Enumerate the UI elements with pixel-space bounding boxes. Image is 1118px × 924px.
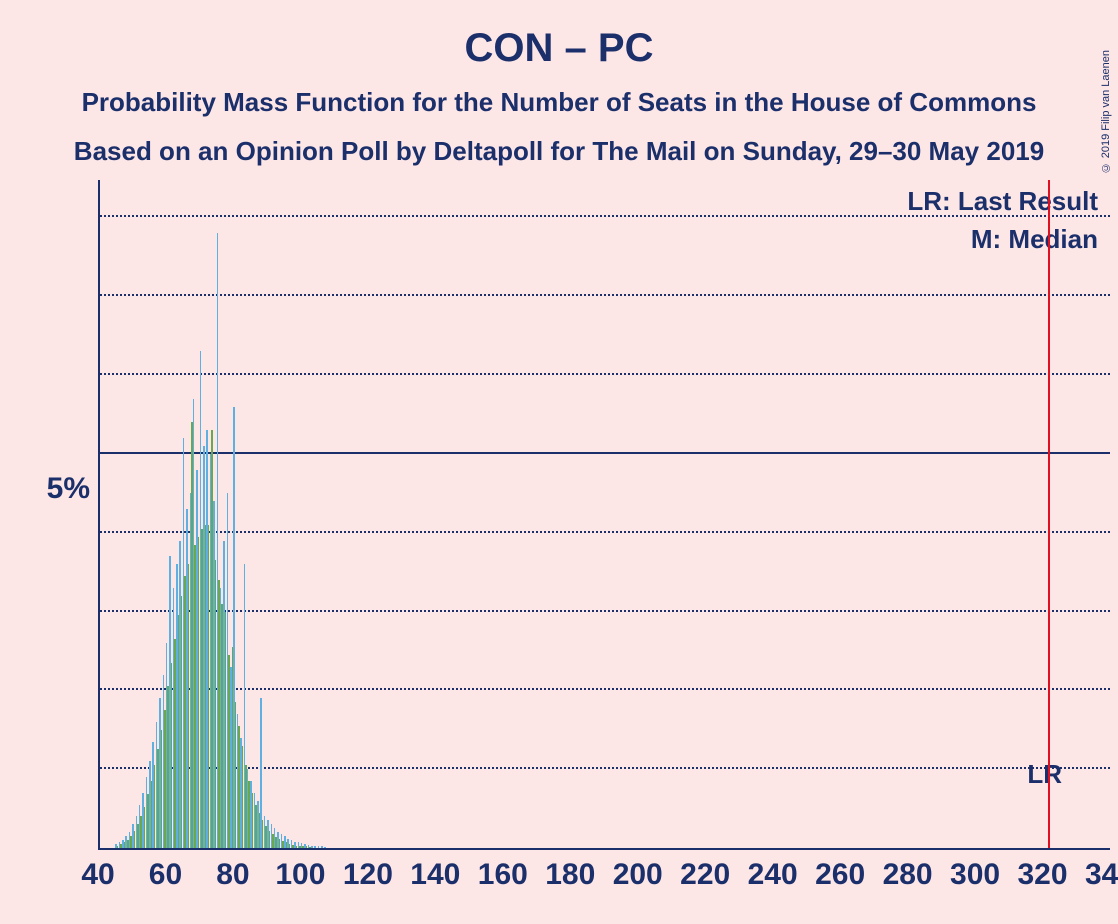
bar-secondary [144, 807, 146, 848]
bar-secondary [255, 805, 257, 848]
bar-secondary [208, 525, 210, 848]
bar-secondary [127, 840, 129, 848]
bar-secondary [164, 710, 166, 848]
bar-secondary [178, 615, 180, 848]
bar-secondary [262, 820, 264, 848]
bar-secondary [248, 781, 250, 848]
bar-secondary [167, 686, 169, 848]
x-tick-label: 60 [149, 858, 182, 892]
bar-secondary [117, 846, 119, 848]
bar-secondary [221, 604, 223, 848]
bar-secondary [299, 846, 301, 848]
bar-secondary [181, 596, 183, 848]
bar-secondary [238, 726, 240, 848]
x-axis-ticks: 4060801001201401601802002202402602803003… [98, 858, 1110, 898]
x-tick-label: 280 [883, 858, 933, 892]
bar-secondary [191, 422, 193, 848]
bar-secondary [120, 844, 122, 848]
bar-secondary [211, 430, 213, 848]
bar-secondary [275, 837, 277, 848]
bar-secondary [154, 765, 156, 848]
bar-secondary [302, 846, 304, 848]
bar-secondary [218, 580, 220, 848]
bar-secondary [147, 794, 149, 848]
chart-subtitle-2: Based on an Opinion Poll by Deltapoll fo… [0, 136, 1118, 167]
x-tick-label: 300 [950, 858, 1000, 892]
bar-secondary [306, 846, 308, 848]
x-tick-label: 40 [81, 858, 114, 892]
bar-secondary [130, 836, 132, 848]
bar-secondary [245, 765, 247, 848]
bar-secondary [184, 576, 186, 848]
bar-primary [314, 846, 316, 848]
bar-secondary [194, 545, 196, 848]
chart-subtitle-1: Probability Mass Function for the Number… [0, 87, 1118, 118]
x-tick-label: 100 [275, 858, 325, 892]
bars-group [100, 180, 1110, 848]
chart-title: CON – PC [0, 0, 1118, 71]
x-tick-label: 340 [1085, 858, 1118, 892]
bar-secondary [198, 537, 200, 848]
bar-secondary [259, 813, 261, 848]
bar-secondary [124, 842, 126, 848]
plot-region: LR: Last Result M: Median LR [98, 180, 1110, 850]
bar-primary [311, 846, 313, 848]
y-axis-label: 5% [20, 472, 90, 506]
x-tick-label: 220 [680, 858, 730, 892]
bar-secondary [292, 845, 294, 848]
bar-secondary [242, 746, 244, 848]
bar-secondary [225, 612, 227, 848]
x-tick-label: 120 [343, 858, 393, 892]
x-tick-label: 320 [1018, 858, 1068, 892]
bar-secondary [201, 529, 203, 848]
bar-secondary [151, 781, 153, 848]
bar-secondary [265, 826, 267, 848]
bar-secondary [215, 560, 217, 848]
bar-secondary [296, 846, 298, 848]
bar-secondary [269, 831, 271, 848]
bar-primary [321, 846, 323, 848]
x-tick-label: 80 [216, 858, 249, 892]
bar-secondary [282, 841, 284, 848]
bar-secondary [235, 702, 237, 848]
x-tick-label: 140 [410, 858, 460, 892]
copyright-text: © 2019 Filip van Laenen [1100, 50, 1112, 173]
bar-secondary [205, 525, 207, 848]
x-tick-label: 260 [815, 858, 865, 892]
bar-secondary [161, 730, 163, 848]
bar-secondary [137, 824, 139, 848]
bar-primary [318, 846, 320, 848]
bar-primary [324, 847, 326, 848]
bar-secondary [252, 793, 254, 848]
bar-secondary [289, 844, 291, 848]
bar-secondary [286, 842, 288, 848]
bar-secondary [134, 831, 136, 848]
bar-secondary [232, 647, 234, 848]
bar-secondary [174, 639, 176, 848]
x-tick-label: 200 [613, 858, 663, 892]
bar-secondary [272, 834, 274, 848]
bar-secondary [157, 749, 159, 848]
bar-secondary [309, 847, 311, 848]
plot-area: 5% LR: Last Result M: Median LR 40 60 80 10… [20, 180, 1110, 920]
bar-secondary [228, 655, 230, 848]
bar-secondary [140, 816, 142, 848]
x-tick-label: 160 [478, 858, 528, 892]
bar-secondary [171, 663, 173, 848]
bar-secondary [188, 564, 190, 848]
x-tick-label: 240 [748, 858, 798, 892]
bar-secondary [279, 839, 281, 848]
x-tick-label: 180 [545, 858, 595, 892]
